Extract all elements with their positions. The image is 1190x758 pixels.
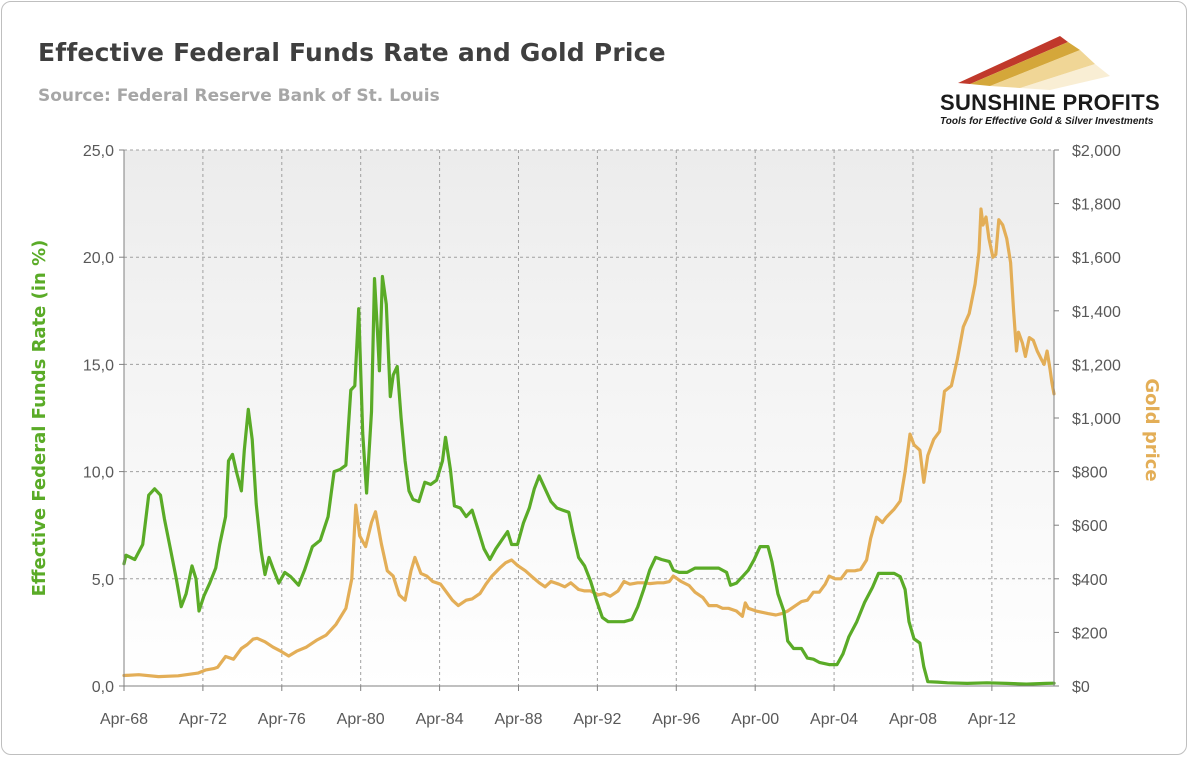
chart-title: Effective Federal Funds Rate and Gold Pr… xyxy=(38,38,666,67)
left-tick-label: 25,0 xyxy=(83,143,114,160)
right-tick-label: $1,800 xyxy=(1072,197,1121,214)
right-tick-label: $1,400 xyxy=(1072,304,1121,321)
right-tick-label: $0 xyxy=(1072,679,1090,696)
x-tick-label: Apr-08 xyxy=(889,711,937,728)
right-tick-label: $400 xyxy=(1072,572,1108,589)
logo-name: SUNSHINE PROFITS xyxy=(940,90,1160,115)
plot-area xyxy=(124,150,1054,686)
left-tick-label: 5,0 xyxy=(92,572,114,589)
sunshine-profits-logo-icon xyxy=(958,36,1110,90)
chart-subtitle: Source: Federal Reserve Bank of St. Loui… xyxy=(38,86,440,106)
right-tick-label: $200 xyxy=(1072,625,1108,642)
left-tick-label: 0,0 xyxy=(92,679,114,696)
x-tick-label: Apr-84 xyxy=(416,711,464,728)
x-tick-label: Apr-80 xyxy=(337,711,385,728)
right-tick-label: $2,000 xyxy=(1072,143,1121,160)
left-tick-label: 20,0 xyxy=(83,250,114,267)
right-axis-title: Gold price xyxy=(1141,378,1162,481)
right-tick-label: $600 xyxy=(1072,518,1108,535)
x-tick-label: Apr-76 xyxy=(258,711,306,728)
x-tick-label: Apr-88 xyxy=(494,711,542,728)
left-tick-label: 15,0 xyxy=(83,357,114,374)
logo-tagline: Tools for Effective Gold & Silver Invest… xyxy=(940,116,1154,127)
left-axis-title: Effective Federal Funds Rate (in %) xyxy=(29,240,50,597)
x-tick-label: Apr-92 xyxy=(573,711,621,728)
right-tick-label: $1,000 xyxy=(1072,411,1121,428)
gold-price-line xyxy=(122,207,1056,679)
x-tick-label: Apr-68 xyxy=(100,711,148,728)
right-tick-label: $1,600 xyxy=(1072,250,1121,267)
x-tick-label: Apr-72 xyxy=(179,711,227,728)
left-tick-label: 10,0 xyxy=(83,465,114,482)
x-tick-label: Apr-00 xyxy=(731,711,779,728)
fed-funds-rate-line xyxy=(122,274,1056,686)
x-tick-label: Apr-12 xyxy=(968,711,1016,728)
x-tick-label: Apr-96 xyxy=(652,711,700,728)
right-tick-label: $1,200 xyxy=(1072,357,1121,374)
right-tick-label: $800 xyxy=(1072,465,1108,482)
x-tick-label: Apr-04 xyxy=(810,711,858,728)
